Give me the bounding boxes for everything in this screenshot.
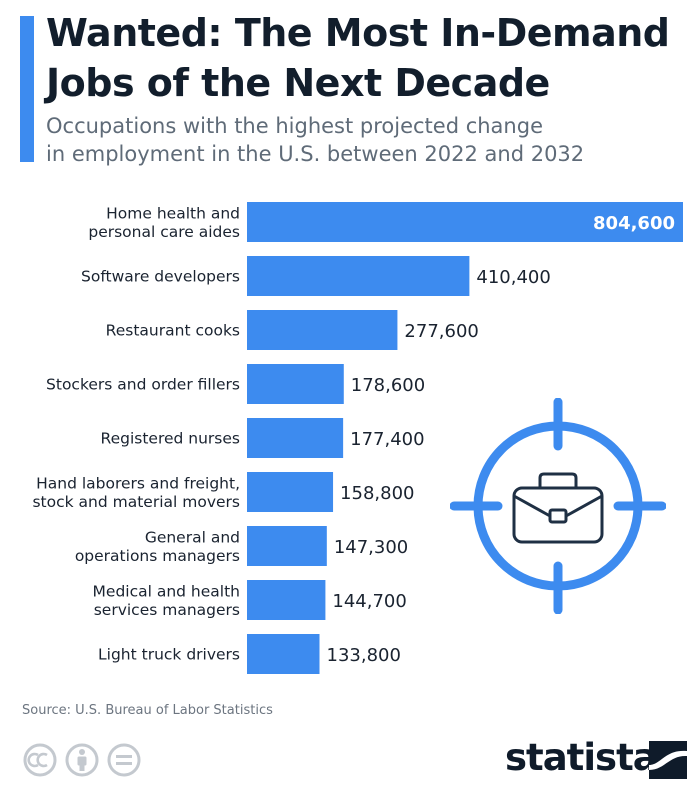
bar-chart: Home health and personal care aides 804,60… — [32, 202, 683, 674]
category-label-9: Light truck drivers — [98, 646, 240, 664]
subtitle-line-2: in employment in the U.S. between 2022 a… — [46, 142, 585, 166]
attribution-icon — [65, 743, 99, 777]
statista-logo-icon — [649, 741, 687, 779]
value-label-1: 804,600 — [593, 213, 675, 234]
bar-4 — [247, 364, 344, 404]
value-label-6: 158,800 — [340, 483, 414, 504]
bar-9 — [247, 634, 320, 674]
license-icons — [23, 743, 141, 777]
target-crosshair-briefcase-icon — [450, 398, 666, 614]
value-label-3: 277,600 — [404, 321, 478, 342]
value-label-2: 410,400 — [476, 267, 550, 288]
bar-6 — [247, 472, 334, 512]
category-label-8: Medical and health services managers — [93, 583, 240, 620]
page-subtitle: Occupations with the highest projected c… — [46, 112, 686, 168]
value-label-9: 133,800 — [327, 645, 401, 666]
category-label-3: Restaurant cooks — [106, 322, 240, 340]
bar-1 — [247, 202, 683, 242]
category-label-6: Hand laborers and freight, stock and mate… — [32, 475, 240, 512]
title-line-1: Wanted: The Most In-Demand — [46, 11, 670, 55]
value-label-8: 144,700 — [332, 591, 406, 612]
source-note: Source: U.S. Bureau of Labor Statistics — [22, 703, 273, 718]
bar-3 — [247, 310, 398, 350]
bar-8 — [247, 580, 326, 620]
category-label-2: Software developers — [81, 268, 240, 286]
page-title: Wanted: The Most In-Demand Jobs of the N… — [46, 8, 686, 108]
brand-name: statista — [505, 736, 658, 779]
title-line-2: Jobs of the Next Decade — [46, 61, 550, 105]
value-label-5: 177,400 — [350, 429, 424, 450]
subtitle-line-1: Occupations with the highest projected c… — [46, 114, 543, 138]
value-label-7: 147,300 — [334, 537, 408, 558]
statista-logo: statista — [505, 735, 687, 783]
category-label-4: Stockers and order fillers — [46, 376, 240, 394]
title-accent-bar — [20, 16, 34, 162]
bar-5 — [247, 418, 344, 458]
value-label-4: 178,600 — [351, 375, 425, 396]
no-derivatives-icon — [107, 743, 141, 777]
category-label-5: Registered nurses — [101, 430, 241, 448]
bar-2 — [247, 256, 470, 296]
category-label-1: Home health and personal care aides — [88, 205, 240, 242]
cc-icon — [23, 743, 57, 777]
category-label-7: General and operations managers — [75, 529, 240, 566]
bar-7 — [247, 526, 327, 566]
